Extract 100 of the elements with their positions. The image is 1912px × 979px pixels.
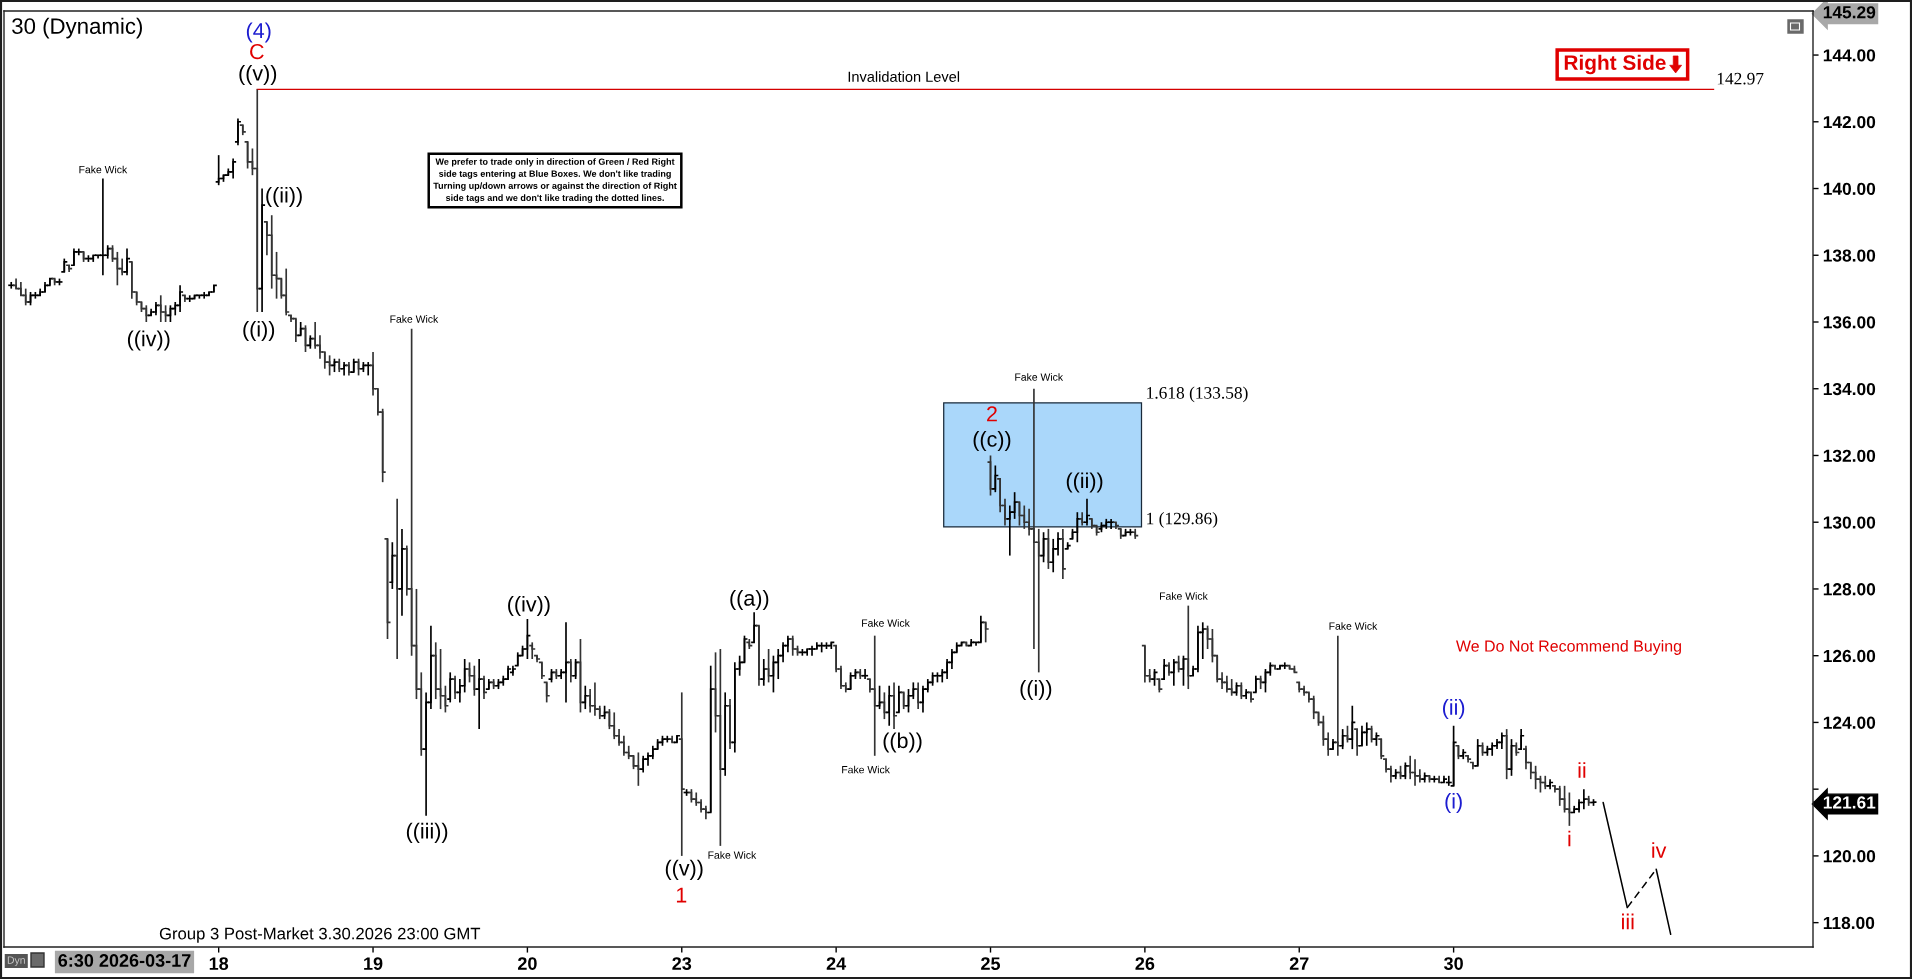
candlestick <box>243 140 252 170</box>
candlestick <box>128 261 136 300</box>
y-tick-label: 142.00 <box>1823 115 1876 129</box>
candlestick <box>919 684 927 714</box>
candlestick <box>750 611 758 644</box>
candlestick <box>759 658 768 687</box>
annotation: 2 <box>987 406 997 422</box>
text: Dyn <box>7 956 25 966</box>
candlestick <box>1522 744 1530 770</box>
annotation: We prefer to trade only in direction of Green / Red Right side tags entering at Blue Boxes. We don't like trading Turning up/down arrows or against the direction of Right side tags and we don't like trading the dotted lines. <box>433 158 677 203</box>
x-tick-label: 27 <box>1289 957 1309 970</box>
annotation: Right Side <box>1564 54 1666 75</box>
x-tick-label: 26 <box>1135 957 1155 970</box>
annotation: ((v)) <box>239 64 277 86</box>
annotation: (i) <box>1445 792 1462 814</box>
candlestick <box>1034 528 1043 674</box>
candlestick <box>542 681 551 704</box>
annotation: ((iii)) <box>406 822 448 843</box>
candlestick <box>576 638 585 714</box>
candlestick <box>1517 728 1525 750</box>
candlestick <box>451 674 459 700</box>
candlestick <box>253 88 262 313</box>
x-tick-label: 23 <box>672 957 692 971</box>
candlestick <box>755 624 763 687</box>
y-tick-label: 128.00 <box>1823 583 1876 596</box>
candlestick <box>620 734 628 757</box>
y-tick-label: 145.29 <box>1823 6 1876 19</box>
candlestick <box>769 654 778 694</box>
candlestick <box>1194 624 1202 674</box>
annotation: Fake Wick <box>1329 622 1378 630</box>
y-tick-label: 132.00 <box>1823 449 1876 462</box>
y-tick-label: 120.00 <box>1823 850 1876 863</box>
chart-title: 30 (Dynamic) <box>12 17 142 39</box>
candlestick <box>721 691 730 777</box>
annotation: ((ii)) <box>1066 472 1103 493</box>
annotation: Fake Wick <box>390 315 439 323</box>
annotation: Group 3 Post-Market 3.30.2026 23:00 GMT <box>159 927 481 943</box>
candlestick <box>383 538 392 640</box>
candlestick <box>774 648 783 680</box>
candlestick <box>393 498 401 660</box>
candlestick <box>460 658 469 694</box>
candlestick <box>726 698 734 750</box>
annotation: ((ii)) <box>266 186 302 208</box>
candlestick <box>1039 531 1048 564</box>
candlestick <box>1044 528 1053 570</box>
y-tick-label: 130.00 <box>1823 516 1876 529</box>
y-tick-label: 124.00 <box>1823 716 1876 729</box>
candlestick <box>446 671 455 704</box>
annotation: ((i)) <box>1020 680 1052 701</box>
annotation: (4) <box>246 22 271 43</box>
annotation: iii <box>1622 913 1634 930</box>
annotation: 1 <box>676 887 687 903</box>
y-tick-label: 118.00 <box>1823 916 1875 930</box>
candlestick <box>1020 504 1029 530</box>
y-tick-label: 121.61 <box>1823 796 1876 809</box>
candlestick <box>716 648 725 847</box>
x-tick-label: 19 <box>364 957 383 970</box>
annotation: Invalidation Level <box>848 71 960 82</box>
candlestick <box>581 684 590 710</box>
candlestick <box>591 681 599 717</box>
annotation: Fake Wick <box>79 165 128 174</box>
annotation: ((b)) <box>883 732 922 753</box>
x-tick-label: 24 <box>826 957 847 970</box>
candlestick <box>890 681 898 730</box>
candlestick <box>986 454 995 497</box>
y-tick-label: 126.00 <box>1823 649 1876 663</box>
candlestick <box>1030 387 1038 650</box>
candlestick <box>731 661 739 754</box>
candlestick <box>1353 728 1361 757</box>
x-tick-label: 18 <box>209 957 229 970</box>
candlestick <box>1015 501 1024 527</box>
candlestick <box>431 641 440 700</box>
candlestick <box>885 684 894 727</box>
candlestick <box>586 688 594 714</box>
annotation: ((iv)) <box>508 595 550 617</box>
candlestick <box>706 664 715 814</box>
annotation: Fake Wick <box>708 851 757 859</box>
annotation: Fake Wick <box>862 619 910 627</box>
x-tick-label: 25 <box>981 957 1001 970</box>
candlestick <box>267 214 276 290</box>
annotation: ((iv)) <box>127 330 170 351</box>
candlestick <box>610 711 619 740</box>
annotation: ((c)) <box>973 431 1011 452</box>
candlestick <box>566 658 575 684</box>
candlestick <box>981 621 990 644</box>
candlestick <box>475 658 483 730</box>
y-tick-label: 134.00 <box>1823 382 1876 396</box>
annotation: C <box>250 43 264 60</box>
annotation: Fake Wick <box>1015 373 1064 381</box>
annotation: ii <box>1578 762 1586 778</box>
candlestick <box>470 664 479 697</box>
candlestick <box>1005 504 1014 557</box>
candlestick <box>398 528 406 617</box>
annotation: Fake Wick <box>842 765 890 774</box>
candlestick <box>1309 694 1318 720</box>
x-tick-label: 30 <box>1443 957 1463 971</box>
candlestick <box>948 648 956 670</box>
x-tick-label: 20 <box>517 957 537 970</box>
y-tick-label: 140.00 <box>1823 182 1876 195</box>
annotation: Fake Wick <box>1160 592 1208 600</box>
